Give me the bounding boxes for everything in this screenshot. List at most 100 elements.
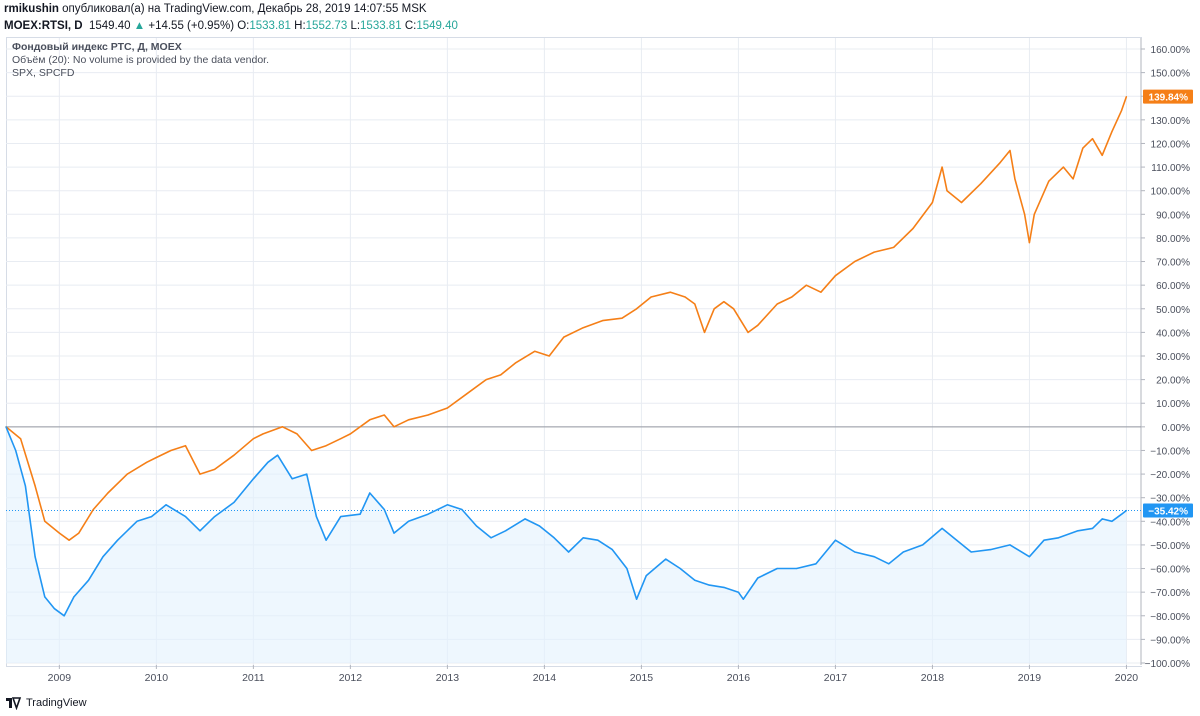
spx-data-point bbox=[296, 433, 298, 435]
spx-data-point bbox=[1101, 154, 1103, 156]
rts-data-point bbox=[922, 544, 924, 546]
spx-data-point bbox=[1082, 147, 1084, 149]
rts-data-point bbox=[408, 520, 410, 522]
spx-data-point bbox=[369, 419, 371, 421]
y-tick-label: −10.00% bbox=[1150, 446, 1190, 457]
close-label: C: bbox=[404, 20, 417, 32]
spx-data-point bbox=[340, 438, 342, 440]
rts-data-point bbox=[757, 577, 759, 579]
y-tick-label: 40.00% bbox=[1156, 328, 1190, 339]
price-change: +14.55 (+0.95%) bbox=[148, 20, 235, 32]
spx-data-point bbox=[941, 166, 943, 168]
symbol-label[interactable]: MOEX:RTSI, D bbox=[4, 20, 83, 32]
rts-data-point bbox=[708, 584, 710, 586]
y-tick-label: −80.00% bbox=[1150, 612, 1190, 623]
footer-brand[interactable]: TradingView bbox=[26, 697, 87, 709]
y-tick-label: 60.00% bbox=[1156, 281, 1190, 292]
spx-data-point bbox=[68, 539, 70, 541]
spx-data-point bbox=[757, 324, 759, 326]
rts-data-point bbox=[277, 454, 279, 456]
x-tick-label: 2016 bbox=[727, 672, 751, 684]
y-tick-label: 90.00% bbox=[1156, 210, 1190, 221]
spx-data-point bbox=[126, 473, 128, 475]
quote-line: MOEX:RTSI, D 1549.40 ▲ +14.55 (+0.95%) O… bbox=[4, 20, 458, 32]
spx-data-point bbox=[805, 284, 807, 286]
rts-data-point bbox=[1057, 537, 1060, 539]
spx-data-point bbox=[1111, 131, 1113, 133]
spx-data-point bbox=[820, 291, 822, 293]
spx-last-value-label-bg bbox=[1143, 89, 1193, 104]
x-tick-label: 2009 bbox=[48, 672, 72, 684]
legend-volume-note: Объём (20): No volume is provided by the… bbox=[12, 54, 269, 66]
spx-data-point bbox=[408, 419, 410, 421]
y-tick-label: −90.00% bbox=[1150, 635, 1190, 646]
rts-data-point bbox=[340, 516, 342, 518]
rts-data-point bbox=[1077, 530, 1079, 532]
close-value: 1549.40 bbox=[416, 20, 458, 32]
rts-data-point bbox=[970, 551, 972, 553]
spx-data-point bbox=[650, 296, 652, 298]
legend-title[interactable]: Фондовый индекс РТС, Д, MOEX bbox=[12, 41, 182, 53]
rts-data-point bbox=[24, 485, 26, 487]
rts-data-point bbox=[490, 537, 492, 539]
rts-data-point bbox=[446, 504, 448, 506]
spx-data-point bbox=[669, 291, 672, 293]
spx-data-point bbox=[694, 303, 696, 305]
spx-data-point bbox=[170, 449, 172, 452]
author-name[interactable]: rmikushin bbox=[4, 3, 59, 15]
spx-data-point bbox=[834, 275, 837, 277]
y-tick-label: 30.00% bbox=[1156, 352, 1190, 363]
x-tick-label: 2012 bbox=[339, 672, 363, 684]
rts-data-point bbox=[636, 598, 638, 600]
spx-data-point bbox=[1125, 96, 1127, 98]
chart-pane[interactable] bbox=[6, 37, 1142, 667]
publish-line: rmikushin опубликовал(а) на TradingView.… bbox=[4, 3, 427, 15]
rts-data-point bbox=[941, 527, 943, 530]
rts-data-point bbox=[990, 549, 992, 551]
spx-data-point bbox=[349, 433, 351, 435]
spx-data-point bbox=[893, 246, 895, 248]
spx-data-point bbox=[960, 201, 963, 204]
rts-data-point bbox=[1009, 544, 1011, 546]
y-tick-label: 100.00% bbox=[1151, 187, 1191, 198]
spx-data-point bbox=[281, 426, 284, 428]
tradingview-logo-icon[interactable] bbox=[6, 696, 22, 710]
rts-last-value-label: −35.42% bbox=[1148, 506, 1188, 517]
rts-data-point bbox=[427, 513, 429, 515]
rts-data-point bbox=[723, 586, 725, 589]
spx-data-point bbox=[199, 473, 201, 475]
y-tick-label: −60.00% bbox=[1150, 565, 1190, 576]
rts-data-point bbox=[796, 567, 798, 570]
spx-data-point bbox=[733, 308, 735, 310]
rts-data-point bbox=[524, 518, 526, 520]
spx-data-point bbox=[912, 227, 914, 230]
spx-data-point bbox=[703, 331, 706, 333]
rts-data-point bbox=[63, 615, 65, 617]
rts-data-point bbox=[291, 478, 293, 480]
up-arrow-icon: ▲ bbox=[133, 20, 146, 32]
spx-data-point bbox=[252, 438, 254, 440]
spx-data-point bbox=[1072, 178, 1074, 180]
x-tick-label: 2010 bbox=[145, 672, 169, 684]
spx-data-point bbox=[214, 468, 216, 470]
x-tick-label: 2015 bbox=[630, 672, 654, 684]
spx-data-point bbox=[684, 296, 686, 298]
rts-data-point bbox=[306, 473, 308, 475]
rts-data-point bbox=[393, 532, 395, 534]
spx-data-point bbox=[582, 327, 584, 329]
rts-data-point bbox=[1121, 513, 1123, 515]
spx-data-point bbox=[931, 201, 934, 204]
y-tick-label: 70.00% bbox=[1156, 258, 1190, 269]
y-tick-label: −30.00% bbox=[1150, 494, 1190, 505]
legend-compare-symbol[interactable]: SPX, SPCFD bbox=[12, 67, 75, 79]
rts-data-point bbox=[34, 556, 36, 558]
y-tick-label: 160.00% bbox=[1151, 45, 1191, 56]
rts-data-point bbox=[737, 591, 740, 593]
spx-data-point bbox=[854, 260, 856, 263]
y-tick-label: −50.00% bbox=[1150, 541, 1190, 552]
y-tick-label: 50.00% bbox=[1156, 305, 1190, 316]
high-label: H: bbox=[294, 20, 306, 32]
rts-data-point bbox=[902, 551, 904, 553]
rts-data-point bbox=[53, 608, 56, 610]
